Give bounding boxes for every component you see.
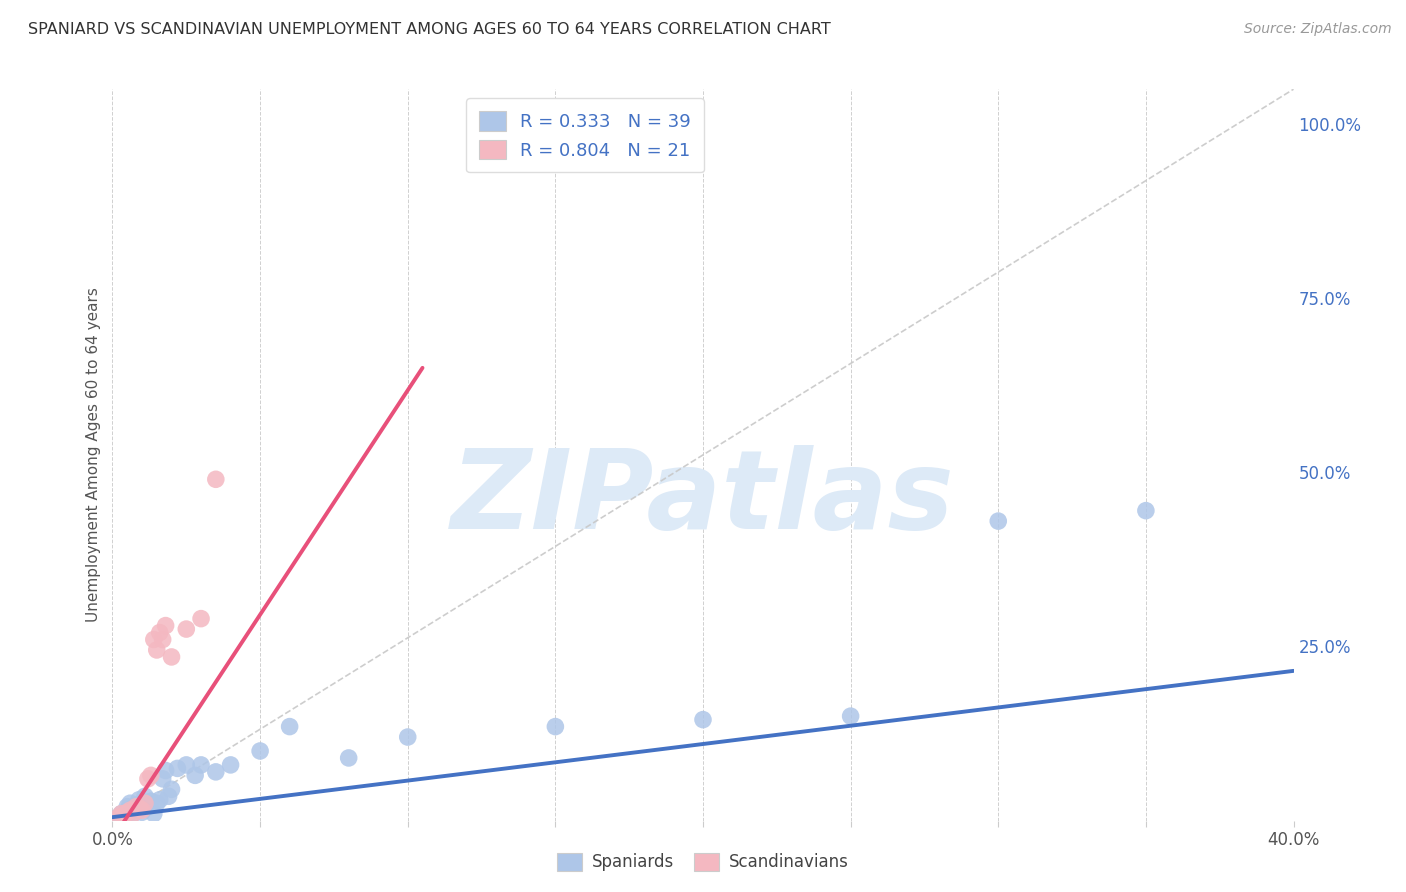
Point (190, 612, 212, 626)
Point (131, 803, 153, 817)
Y-axis label: Unemployment Among Ages 60 to 64 years: Unemployment Among Ages 60 to 64 years (86, 287, 101, 623)
Text: ZIPatlas: ZIPatlas (451, 445, 955, 552)
Point (117, 799, 138, 814)
Point (146, 643, 169, 657)
Point (125, 799, 148, 814)
Point (174, 622, 197, 636)
Point (205, 472, 228, 486)
Point (155, 764, 177, 778)
Point (122, 806, 145, 821)
Point (155, 618, 177, 632)
Point (110, 806, 132, 821)
Point (190, 758, 212, 772)
Point (166, 761, 188, 775)
Point (110, 806, 132, 821)
Point (125, 798, 148, 813)
Point (205, 764, 228, 779)
Point (117, 803, 138, 817)
Point (120, 803, 142, 817)
Point (136, 772, 159, 786)
Point (987, 514, 1010, 528)
Point (184, 768, 207, 782)
Point (544, 720, 567, 734)
Point (122, 806, 145, 821)
Point (139, 794, 162, 808)
Point (107, 810, 129, 824)
Point (107, 810, 129, 824)
Point (120, 796, 142, 810)
Point (219, 758, 242, 772)
Point (160, 649, 183, 664)
Point (149, 793, 172, 807)
Point (337, 751, 360, 765)
Point (128, 793, 150, 807)
Point (152, 632, 174, 647)
Point (249, 744, 271, 758)
Point (142, 806, 165, 821)
Point (139, 768, 162, 782)
Text: Source: ZipAtlas.com: Source: ZipAtlas.com (1244, 22, 1392, 37)
Point (120, 805, 142, 820)
Point (1135, 503, 1157, 517)
Point (112, 808, 135, 822)
Point (157, 789, 180, 804)
Text: SPANIARD VS SCANDINAVIAN UNEMPLOYMENT AMONG AGES 60 TO 64 YEARS CORRELATION CHAR: SPANIARD VS SCANDINAVIAN UNEMPLOYMENT AM… (28, 22, 831, 37)
Point (152, 772, 174, 786)
Point (131, 805, 153, 820)
Point (839, 709, 862, 723)
Point (117, 805, 138, 820)
Point (134, 796, 156, 810)
Point (149, 625, 172, 640)
Point (174, 758, 197, 772)
Point (128, 801, 150, 815)
Point (122, 801, 145, 815)
Point (112, 808, 135, 822)
Point (131, 796, 153, 810)
Legend: Spaniards, Scandinavians: Spaniards, Scandinavians (550, 847, 856, 878)
Point (136, 799, 159, 814)
Point (146, 796, 169, 810)
Point (160, 782, 183, 797)
Point (128, 803, 150, 817)
Point (134, 789, 156, 804)
Point (142, 632, 165, 647)
Point (396, 730, 419, 744)
Point (692, 713, 714, 727)
Point (278, 720, 301, 734)
